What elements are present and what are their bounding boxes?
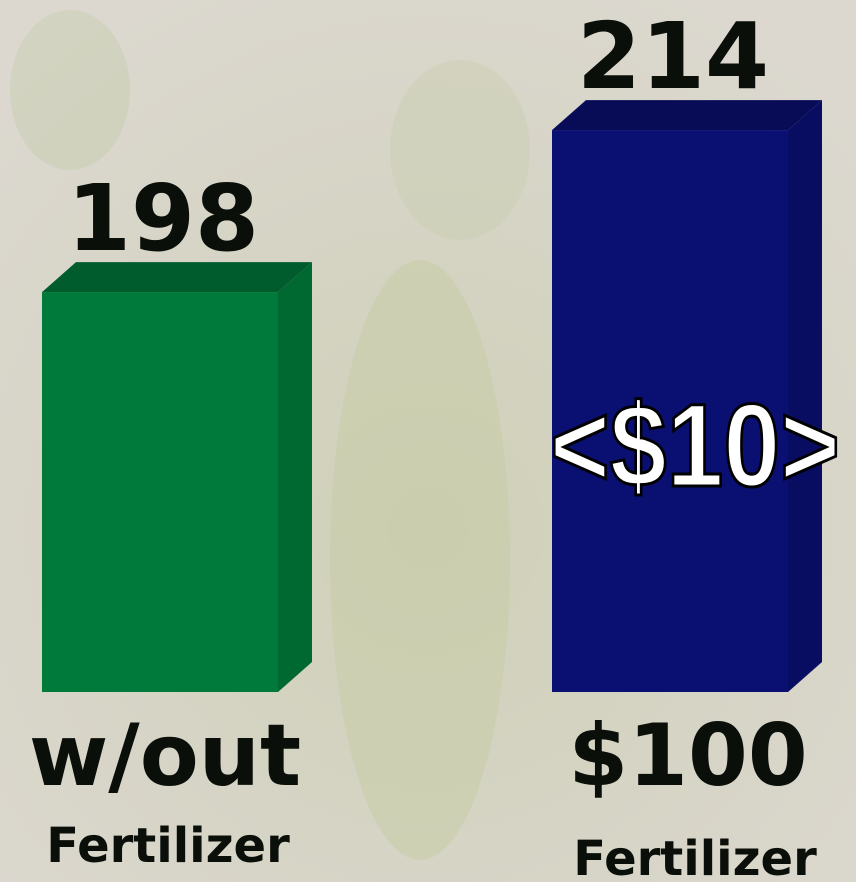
annotation: <$10> (550, 380, 840, 512)
bar (42, 292, 278, 692)
x-tick-sublabel: Fertilizer (573, 831, 817, 882)
x-tick-sublabel: Fertilizer (46, 818, 290, 874)
x-tick-label: $100 (568, 706, 807, 806)
bar-top (42, 262, 312, 293)
value-label: 198 (67, 165, 259, 272)
plant-shadow (390, 60, 530, 240)
bar-side (788, 100, 822, 692)
bar-side (278, 262, 312, 692)
value-label: 214 (577, 3, 769, 110)
plant-shadow (330, 260, 510, 860)
x-tick-label: w/out (29, 706, 301, 806)
plant-shadow (10, 10, 130, 170)
bar-top (552, 100, 822, 131)
bar (552, 130, 788, 692)
